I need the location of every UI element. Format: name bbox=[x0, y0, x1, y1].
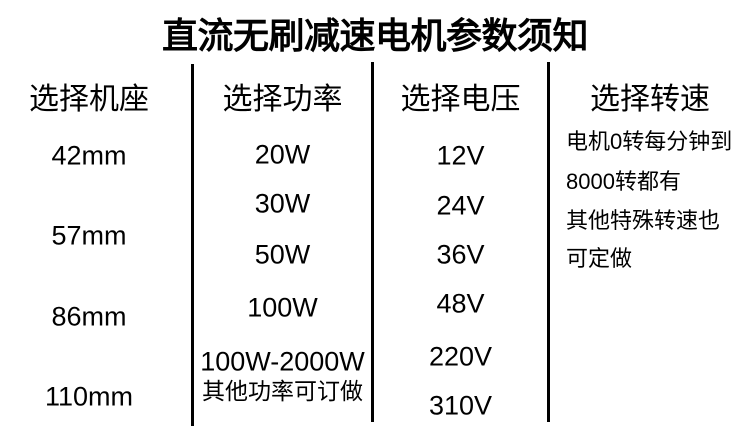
speed-header: 选择转速 bbox=[590, 83, 710, 116]
speed-note-line: 电机0转每分钟到 bbox=[566, 129, 733, 154]
voltage-option: 310V bbox=[428, 390, 493, 421]
frame-size-option: 110mm bbox=[44, 381, 134, 412]
speed-note-line: 可定做 bbox=[566, 246, 633, 271]
frame-size-header: 选择机座 bbox=[29, 83, 149, 116]
voltage-header: 选择电压 bbox=[400, 83, 521, 116]
power-option: 100W-2000W bbox=[200, 346, 365, 377]
power-header: 选择功率 bbox=[222, 83, 343, 116]
power-option: 100W bbox=[247, 292, 318, 323]
column-speed: 选择转速 电机0转每分钟到 8000转都有 其他特殊转速也 可定做 bbox=[550, 0, 750, 428]
frame-size-option: 42mm bbox=[51, 140, 127, 171]
column-divider-1 bbox=[191, 64, 194, 426]
power-option: 50W bbox=[254, 239, 311, 270]
column-divider-3 bbox=[547, 62, 550, 422]
speed-note-line: 8000转都有 bbox=[566, 169, 681, 194]
voltage-option: 220V bbox=[428, 341, 493, 372]
voltage-option: 36V bbox=[436, 239, 485, 270]
frame-size-option: 86mm bbox=[51, 301, 127, 332]
column-voltage: 选择电压 12V 24V 36V 48V 220V 310V bbox=[374, 0, 547, 428]
column-divider-2 bbox=[371, 62, 374, 422]
voltage-option: 12V bbox=[436, 140, 485, 171]
column-frame-size: 选择机座 42mm 57mm 86mm 110mm bbox=[0, 0, 178, 428]
voltage-option: 24V bbox=[436, 190, 485, 221]
speed-note-line: 其他特殊转速也 bbox=[566, 208, 721, 233]
voltage-option: 48V bbox=[436, 288, 485, 319]
column-power: 选择功率 20W 30W 50W 100W 100W-2000W 其他功率可订做 bbox=[194, 0, 371, 428]
power-option: 30W bbox=[254, 188, 311, 219]
power-option: 20W bbox=[254, 139, 311, 170]
power-custom-note: 其他功率可订做 bbox=[202, 378, 363, 404]
page-title: 直流无刷减速电机参数须知 bbox=[161, 15, 589, 56]
frame-size-option: 57mm bbox=[51, 220, 127, 251]
